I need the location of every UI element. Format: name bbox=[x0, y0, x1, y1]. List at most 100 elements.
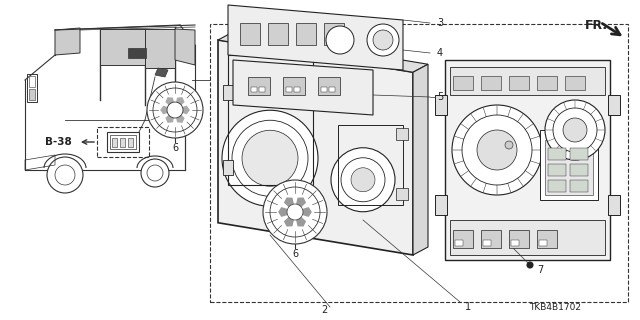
Bar bbox=[110, 135, 136, 149]
Circle shape bbox=[55, 165, 75, 185]
Polygon shape bbox=[161, 107, 175, 114]
Bar bbox=[268, 23, 288, 45]
Polygon shape bbox=[166, 98, 175, 110]
Bar bbox=[450, 220, 605, 255]
Bar bbox=[545, 140, 593, 195]
Polygon shape bbox=[279, 208, 295, 216]
Bar bbox=[251, 87, 257, 92]
Bar bbox=[286, 87, 292, 92]
Bar bbox=[259, 87, 265, 92]
Polygon shape bbox=[166, 110, 175, 122]
Text: 7: 7 bbox=[537, 265, 543, 275]
Text: 1: 1 bbox=[465, 302, 471, 312]
Bar bbox=[548, 164, 566, 176]
Bar bbox=[120, 138, 125, 147]
Circle shape bbox=[351, 168, 375, 192]
Bar bbox=[296, 23, 316, 45]
Circle shape bbox=[141, 159, 169, 187]
Text: 2: 2 bbox=[321, 305, 327, 315]
Circle shape bbox=[545, 100, 605, 160]
Bar bbox=[223, 160, 233, 175]
Circle shape bbox=[167, 102, 183, 118]
Circle shape bbox=[505, 141, 513, 149]
Circle shape bbox=[527, 262, 533, 268]
Bar bbox=[396, 188, 408, 200]
Circle shape bbox=[477, 130, 517, 170]
Polygon shape bbox=[55, 28, 80, 55]
Text: 3: 3 bbox=[437, 18, 443, 28]
Bar bbox=[283, 77, 305, 95]
Bar bbox=[210, 24, 628, 302]
Bar bbox=[511, 240, 519, 246]
Text: 4: 4 bbox=[437, 48, 443, 58]
Bar bbox=[509, 76, 529, 90]
Circle shape bbox=[326, 26, 354, 54]
Circle shape bbox=[270, 187, 320, 237]
Polygon shape bbox=[218, 40, 413, 255]
Circle shape bbox=[373, 30, 393, 50]
Bar bbox=[453, 76, 473, 90]
Bar bbox=[540, 130, 598, 200]
Text: 6: 6 bbox=[292, 249, 298, 259]
Bar bbox=[248, 77, 270, 95]
Bar bbox=[483, 240, 491, 246]
Bar bbox=[228, 55, 313, 185]
Bar bbox=[329, 87, 335, 92]
Bar bbox=[450, 67, 605, 95]
Bar bbox=[435, 95, 447, 115]
Bar bbox=[223, 85, 233, 100]
Bar bbox=[608, 95, 620, 115]
Bar bbox=[548, 148, 566, 160]
Circle shape bbox=[153, 88, 197, 132]
Bar bbox=[97, 127, 149, 157]
Bar bbox=[112, 138, 117, 147]
Circle shape bbox=[341, 158, 385, 202]
Circle shape bbox=[263, 180, 327, 244]
Circle shape bbox=[147, 82, 203, 138]
Circle shape bbox=[47, 157, 83, 193]
Bar bbox=[294, 87, 300, 92]
Bar bbox=[128, 138, 133, 147]
Bar bbox=[608, 195, 620, 215]
Bar bbox=[570, 164, 588, 176]
Bar bbox=[481, 230, 501, 248]
Polygon shape bbox=[100, 29, 145, 65]
Bar bbox=[537, 76, 557, 90]
Polygon shape bbox=[175, 110, 184, 122]
Polygon shape bbox=[233, 60, 373, 115]
Circle shape bbox=[287, 204, 303, 220]
Bar bbox=[318, 77, 340, 95]
Bar bbox=[240, 23, 260, 45]
Bar bbox=[570, 180, 588, 192]
Bar bbox=[27, 74, 37, 102]
Text: FR.: FR. bbox=[585, 19, 608, 31]
Polygon shape bbox=[155, 68, 168, 77]
Bar bbox=[453, 230, 473, 248]
Bar bbox=[338, 125, 403, 205]
Circle shape bbox=[147, 165, 163, 181]
Text: TKB4B1702: TKB4B1702 bbox=[529, 303, 581, 313]
Bar bbox=[107, 132, 139, 152]
Bar bbox=[481, 76, 501, 90]
Polygon shape bbox=[175, 98, 184, 110]
Bar bbox=[509, 230, 529, 248]
Circle shape bbox=[553, 108, 597, 152]
Bar bbox=[324, 23, 344, 45]
Bar bbox=[128, 48, 146, 58]
Polygon shape bbox=[228, 5, 403, 70]
Text: 6: 6 bbox=[172, 143, 178, 153]
Circle shape bbox=[242, 130, 298, 186]
Bar bbox=[565, 76, 585, 90]
Circle shape bbox=[462, 115, 532, 185]
Bar bbox=[396, 128, 408, 140]
Bar bbox=[435, 195, 447, 215]
Polygon shape bbox=[295, 212, 305, 226]
Polygon shape bbox=[413, 64, 428, 255]
Bar bbox=[29, 76, 35, 87]
Polygon shape bbox=[218, 32, 428, 72]
Circle shape bbox=[367, 24, 399, 56]
Polygon shape bbox=[175, 107, 189, 114]
Circle shape bbox=[222, 110, 318, 206]
Bar bbox=[539, 240, 547, 246]
Bar bbox=[29, 89, 35, 100]
